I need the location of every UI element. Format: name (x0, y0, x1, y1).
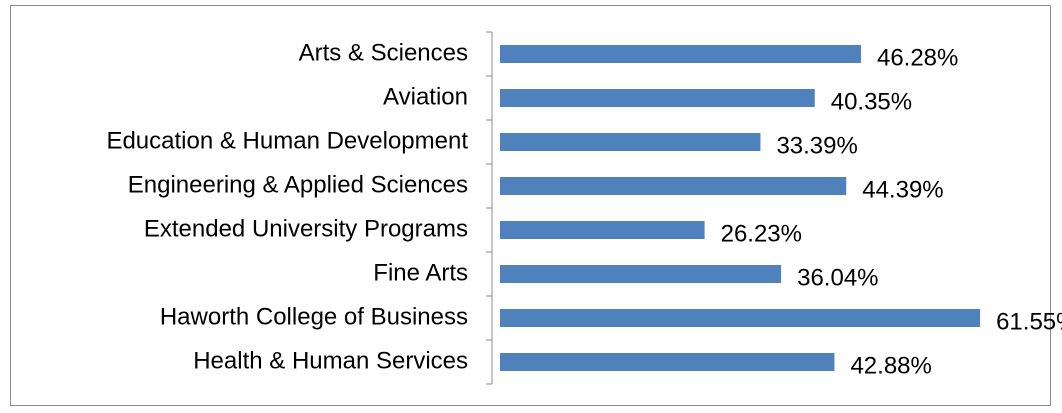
value-label: 33.39% (776, 132, 857, 159)
category-label: Extended University Programs (144, 215, 468, 242)
category-label: Fine Arts (373, 259, 468, 286)
bar (500, 221, 705, 239)
bar (500, 177, 847, 195)
category-label: Haworth College of Business (160, 303, 468, 330)
bar (500, 89, 815, 107)
value-label: 42.88% (850, 352, 931, 379)
value-label: 40.35% (831, 88, 912, 115)
bar (500, 309, 981, 327)
bar (500, 133, 761, 151)
category-label: Education & Human Development (106, 127, 468, 154)
value-label: 61.55% (996, 308, 1062, 335)
value-label: 44.39% (862, 176, 943, 203)
category-label: Arts & Sciences (299, 39, 468, 66)
category-label: Health & Human Services (193, 347, 468, 374)
value-label: 26.23% (721, 220, 802, 247)
bar (500, 45, 861, 63)
bar (500, 265, 782, 283)
value-label: 36.04% (797, 264, 878, 291)
category-label: Engineering & Applied Sciences (128, 171, 468, 198)
chart-frame (10, 5, 1051, 406)
category-label: Aviation (383, 83, 468, 110)
bar (500, 353, 835, 371)
value-label: 46.28% (877, 44, 958, 71)
